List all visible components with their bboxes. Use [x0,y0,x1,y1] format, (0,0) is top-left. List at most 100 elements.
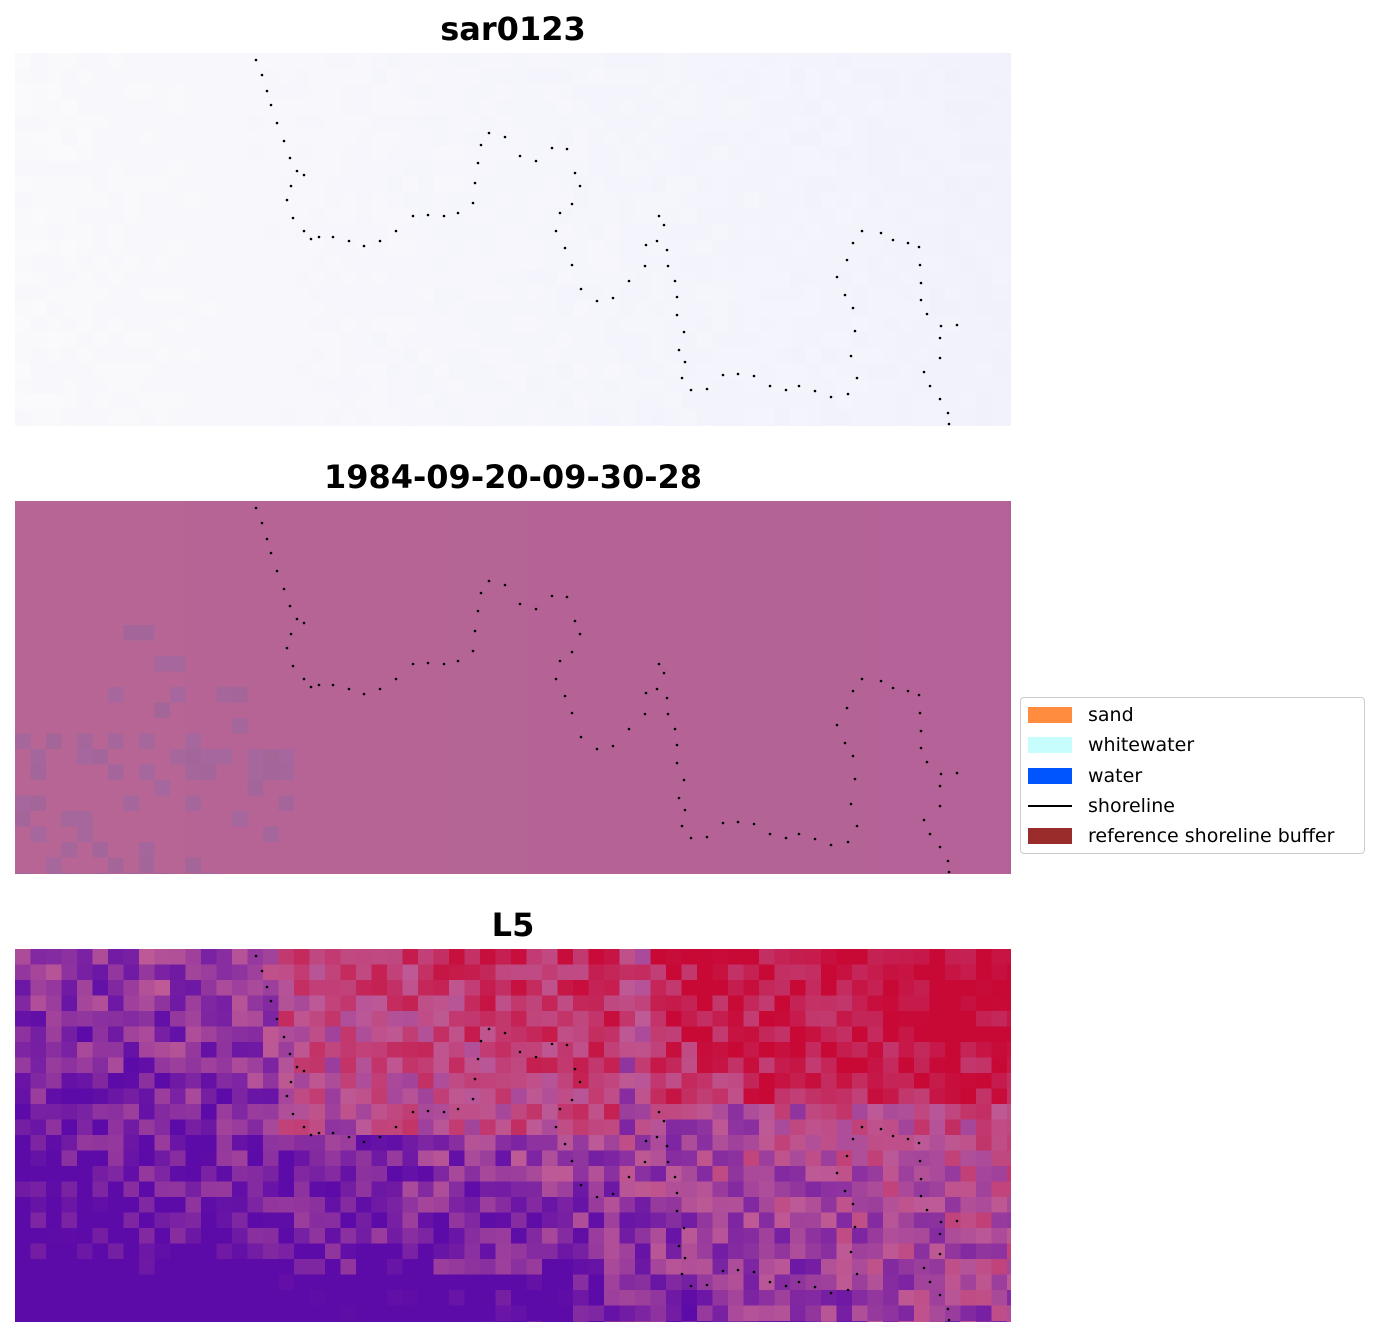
legend-label-shoreline: shoreline [1088,795,1175,817]
shoreline-point [813,837,817,841]
shoreline-point [595,299,599,303]
shoreline-point [295,617,299,621]
shoreline-point [655,239,659,243]
shoreline-point [919,729,923,733]
shoreline-point [558,1107,562,1111]
shoreline-point [918,711,922,715]
shoreline-point [644,691,648,695]
shoreline-point [829,395,833,399]
shoreline-point [288,1052,292,1056]
shoreline-point [558,211,562,215]
shoreline-point [269,103,273,107]
shoreline-point [891,1134,895,1138]
shoreline-point [260,969,264,973]
shoreline-point [487,579,491,583]
shoreline-point [906,689,910,693]
panel-title-rgb: 1984-09-20-09-30-28 [323,458,703,496]
shoreline-point [784,388,788,392]
shoreline-point [853,1225,857,1229]
shoreline-point [947,1318,951,1322]
shoreline-point [829,1291,833,1295]
shoreline-point [570,1098,574,1102]
shoreline-point [938,1293,942,1297]
shoreline-point [275,121,279,125]
shoreline-point [665,696,669,700]
shoreline-point [570,1159,574,1163]
shoreline-point [683,360,687,364]
legend-swatch-water [1028,768,1072,784]
shoreline-point [254,58,258,62]
shoreline-point [565,595,569,599]
shoreline-point [938,804,942,808]
shoreline-point [860,229,864,233]
shoreline-point [479,143,483,147]
shoreline-point [595,747,599,751]
legend-item-sand: sand [1028,704,1134,726]
shoreline-point [503,1031,507,1035]
shoreline-point [563,694,567,698]
legend: sand whitewater water shoreline referenc… [1020,697,1365,854]
shoreline-point [655,687,659,691]
shoreline-point [752,1270,756,1274]
shoreline-point [291,216,295,220]
legend-swatch-buffer [1028,828,1072,844]
shoreline-point [518,154,522,158]
legend-label-whitewater: whitewater [1088,734,1195,756]
shoreline-point [666,264,670,268]
shoreline-point [362,692,366,696]
shoreline-point [362,1140,366,1144]
shoreline-point [643,264,647,268]
shoreline-point [302,229,306,233]
sar-image [15,53,1011,426]
shoreline-point [860,1125,864,1129]
shoreline-point [928,384,932,388]
shoreline-point [331,1131,335,1135]
shoreline-point [677,796,681,800]
shoreline-point [275,1017,279,1021]
shoreline-point [846,392,850,396]
shoreline-point [302,621,306,625]
shoreline-point [736,1268,740,1272]
shoreline-point [254,506,258,510]
shoreline-point [879,231,883,235]
shoreline-point [855,1272,859,1276]
shoreline-point [275,569,279,573]
index-image-panel [15,949,1011,1322]
shoreline-point [784,836,788,840]
shoreline-point [689,836,693,840]
shoreline-point [705,1283,709,1287]
shoreline-point [851,241,855,245]
shoreline-point [302,1069,306,1073]
shoreline-point [282,139,286,143]
shoreline-point [680,376,684,380]
shoreline-point [471,649,475,653]
shoreline-point [846,840,850,844]
shoreline-point [254,954,258,958]
shoreline-point [644,243,648,247]
shoreline-point [411,1110,415,1114]
legend-swatch-whitewater [1028,737,1072,753]
legend-label-buffer: reference shoreline buffer [1088,825,1335,847]
shoreline-point [925,1208,929,1212]
shoreline-point [518,602,522,606]
shoreline-point [813,1285,817,1289]
shoreline-point [442,1110,446,1114]
shoreline-point [550,146,554,150]
legend-item-whitewater: whitewater [1028,734,1194,756]
shoreline-point [683,1256,687,1260]
shoreline-point [721,373,725,377]
shoreline-point [302,1125,306,1129]
shoreline-point [938,397,942,401]
shoreline-point [473,629,477,633]
shoreline-point [665,1144,669,1148]
shoreline-point [362,244,366,248]
shoreline-point [677,348,681,352]
shoreline-point [947,422,951,426]
shoreline-point [673,727,677,731]
shoreline-point [578,632,582,636]
shoreline-point [479,1039,483,1043]
shoreline-point [534,159,538,163]
shoreline-point [851,1202,855,1206]
shoreline-point [309,1133,313,1137]
shoreline-point [689,1284,693,1288]
